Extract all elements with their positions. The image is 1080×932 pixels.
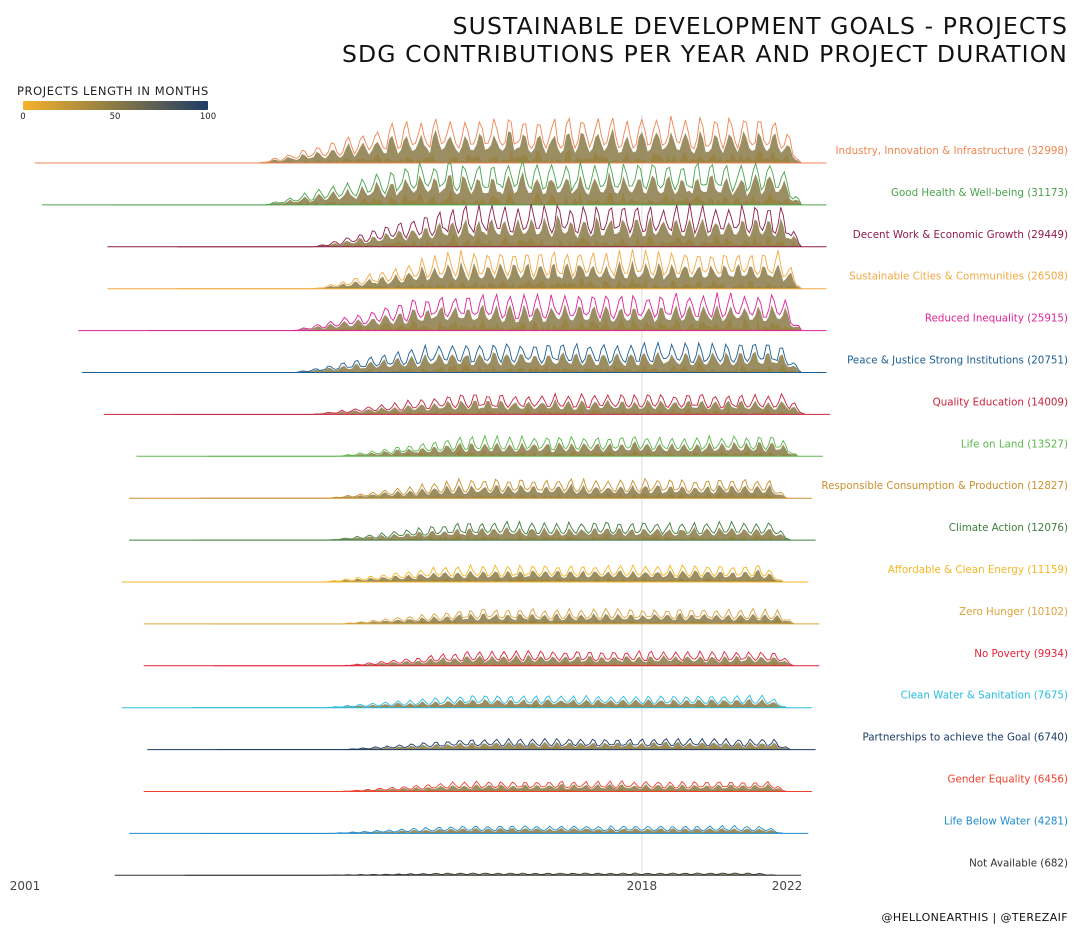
ridge-fill-long	[213, 783, 787, 792]
ridge-fill-long	[199, 483, 787, 499]
ridge-not-available: Not Available (682)	[114, 857, 1068, 876]
ridge-label: Zero Hunger (10102)	[959, 606, 1068, 618]
ridge-industry-innovation-infrastructure: Industry, Innovation & Infrastructure (3…	[34, 115, 1068, 164]
legend-gradient-bar	[23, 101, 208, 110]
ridge-label: Climate Action (12076)	[949, 522, 1068, 534]
ridge-affordable-clean-energy: Affordable & Clean Energy (11159)	[121, 563, 1068, 583]
ridge-clean-water-sanitation: Clean Water & Sanitation (7675)	[121, 690, 1068, 709]
title-line-1: SUSTAINABLE DEVELOPMENT GOALS - PROJECTS	[452, 12, 1068, 40]
ridge-label: Sustainable Cities & Communities (26508)	[849, 271, 1068, 283]
ridge-reduced-inequality: Reduced Inequality (25915)	[78, 292, 1068, 332]
x-tick-2022: 2022	[772, 879, 803, 893]
ridge-zero-hunger: Zero Hunger (10102)	[143, 606, 1068, 625]
ridge-label: Clean Water & Sanitation (7675)	[901, 690, 1068, 702]
ridge-peace-justice-strong-institutions: Peace & Justice Strong Institutions (207…	[82, 341, 1068, 373]
title-line-2: SDG CONTRIBUTIONS PER YEAR AND PROJECT D…	[342, 40, 1068, 68]
ridge-no-poverty: No Poverty (9934)	[143, 648, 1068, 667]
ridge-label: Good Health & Well-being (31173)	[891, 187, 1068, 199]
ridge-fill-long	[177, 215, 802, 247]
ridge-gender-equality: Gender Equality (6456)	[143, 774, 1068, 792]
ridge-label: Reduced Inequality (25915)	[925, 313, 1068, 325]
ridge-label: Partnerships to achieve the Goal (6740)	[863, 732, 1069, 744]
ridge-label: Gender Equality (6456)	[948, 774, 1068, 786]
ridge-fill-long	[217, 741, 791, 750]
ridge-fill-long	[173, 398, 806, 415]
legend-tick-0: 0	[20, 112, 26, 122]
ridge-fill-long	[206, 441, 798, 457]
ridge-fill-long	[152, 351, 802, 373]
ridge-label: Responsible Consumption & Production (12…	[821, 480, 1068, 492]
x-tick-2001: 2001	[10, 879, 41, 893]
legend-ticks: 0 50 100	[17, 112, 217, 124]
ridge-life-below-water: Life Below Water (4281)	[129, 815, 1068, 834]
ridge-fill-long	[177, 260, 802, 289]
x-tick-2018: 2018	[627, 879, 658, 893]
legend-tick-50: 50	[109, 112, 121, 122]
ridge-fill-long	[148, 304, 802, 331]
ridge-label: Peace & Justice Strong Institutions (207…	[847, 355, 1068, 367]
duration-legend: PROJECTS LENGTH IN MONTHS 0 50 100	[17, 84, 217, 124]
credit-text: @HELLONEARTHIS | @TEREZAIF	[881, 911, 1068, 924]
ridge-label: No Poverty (9934)	[974, 648, 1068, 660]
ridge-quality-education: Quality Education (14009)	[103, 392, 1068, 415]
ridge-label: Life Below Water (4281)	[944, 815, 1068, 827]
ridge-fill-long	[191, 569, 784, 582]
ridge-label: Industry, Innovation & Infrastructure (3…	[835, 145, 1068, 157]
ridge-label: Life on Land (13527)	[961, 438, 1068, 450]
ridge-responsible-consumption-production: Responsible Consumption & Production (12…	[129, 477, 1068, 499]
legend-title: PROJECTS LENGTH IN MONTHS	[17, 84, 209, 98]
ridge-fill-long	[213, 612, 795, 624]
ridge-climate-action: Climate Action (12076)	[129, 520, 1068, 541]
ridge-label: Affordable & Clean Energy (11159)	[888, 564, 1068, 576]
ridge-label: Decent Work & Economic Growth (29449)	[853, 229, 1068, 241]
ridge-label: Not Available (682)	[969, 857, 1068, 869]
ridge-sustainable-cities-communities: Sustainable Cities & Communities (26508)	[107, 249, 1068, 290]
ridge-life-on-land: Life on Land (13527)	[136, 434, 1068, 457]
ridge-decent-work-economic-growth: Decent Work & Economic Growth (29449)	[107, 203, 1068, 248]
ridge-partnerships-to-achieve-the-goal: Partnerships to achieve the Goal (6740)	[147, 732, 1069, 751]
ridge-label: Quality Education (14009)	[933, 396, 1068, 408]
ridge-fill-long	[104, 128, 802, 163]
ridge-fill-long	[112, 171, 802, 205]
ridge-fill-long	[191, 699, 787, 708]
ridge-good-health-well-being: Good Health & Well-being (31173)	[42, 160, 1068, 206]
ridge-fill-long	[199, 526, 791, 541]
ridge-fill-long	[199, 827, 784, 834]
legend-tick-100: 100	[199, 112, 217, 122]
ridge-fill-long	[213, 654, 795, 666]
chart-title: SUSTAINABLE DEVELOPMENT GOALS - PROJECTS…	[342, 12, 1068, 68]
